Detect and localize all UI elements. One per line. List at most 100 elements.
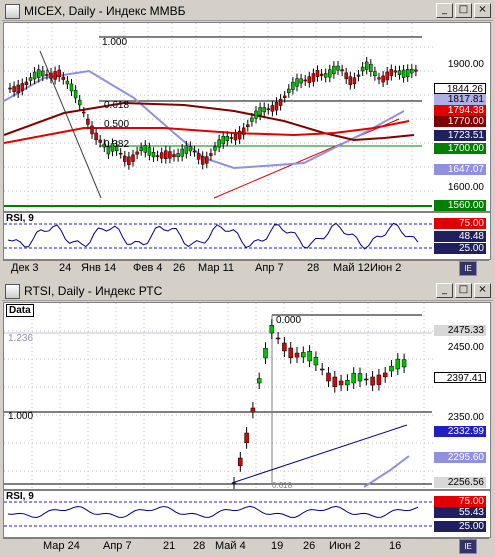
candle-body — [307, 76, 312, 83]
close-button[interactable]: × — [474, 3, 491, 18]
rtsi-price-plot[interactable]: Data 1.236 1.000 0.000 0.618 2475.33 245… — [3, 302, 491, 490]
candle-body — [8, 87, 12, 90]
candle-body — [256, 378, 262, 384]
rtsi-rsi-title: RSI, 9 — [6, 491, 34, 502]
candle-body — [315, 70, 320, 77]
price-label-current: 2397.41 — [434, 372, 486, 384]
candle-body — [336, 65, 340, 71]
candle-body — [401, 69, 406, 78]
trend-line — [231, 424, 408, 484]
fib-label-0618: 0.618 — [272, 481, 293, 490]
candle-body — [231, 482, 237, 485]
micex-rsi-chart — [4, 222, 432, 250]
candle-body — [352, 77, 357, 85]
chart-window-icon — [5, 3, 20, 19]
xtick: Янв 14 — [81, 262, 117, 274]
candle-body — [364, 61, 369, 70]
candle-body — [36, 69, 41, 78]
fib-label-1000: 1.000 — [8, 411, 34, 422]
candle-body — [73, 89, 78, 99]
candle-body — [200, 156, 205, 165]
candle-body — [250, 117, 254, 122]
candle-body — [414, 69, 418, 72]
minimize-button[interactable]: _ — [436, 283, 453, 298]
candle-body — [377, 77, 381, 80]
candle-body — [229, 137, 234, 139]
xtick: Апр 7 — [255, 262, 284, 274]
candle-body — [135, 151, 139, 155]
micex-titlebar[interactable]: MICEX, Daily - Индекс ММВБ _ □ × — [2, 2, 493, 21]
rtsi-rsi-plot[interactable]: RSI, 9 75.00 55.43 25.00 — [3, 490, 491, 538]
candle-body — [147, 147, 152, 156]
candle-body — [180, 148, 184, 157]
micex-price-chart — [4, 23, 434, 211]
candle-body — [65, 80, 70, 85]
xtick: 21 — [163, 540, 176, 552]
candle-body — [205, 156, 209, 164]
candle-body — [123, 155, 127, 162]
candle-body — [275, 337, 281, 340]
candle-body — [311, 73, 316, 82]
rtsi-time-axis: Мар 24 Апр 7 21 28 Май 4 19 26 Июн 2 16 … — [3, 538, 489, 554]
candle-body — [360, 66, 365, 72]
candle-body — [278, 98, 283, 106]
micex-rsi-plot[interactable]: RSI, 9 75.00 48.48 25.00 — [3, 212, 491, 260]
price-label-1794: 1794.38 — [434, 105, 486, 116]
candle-body — [389, 69, 394, 76]
candle-body — [225, 135, 230, 141]
candle-body — [250, 407, 256, 413]
candle-body — [338, 380, 344, 386]
candle-body — [82, 111, 86, 114]
close-button[interactable]: × — [474, 283, 491, 298]
xtick: 28 — [193, 540, 206, 552]
trend-line — [213, 118, 400, 199]
candle-body — [319, 368, 325, 371]
candle-body — [376, 374, 382, 385]
micex-price-plot[interactable]: 1.000 0.618 0.500 0.382 1900.00 1844.26 … — [3, 22, 491, 212]
candle-body — [364, 378, 369, 381]
xtick: 19 — [271, 540, 284, 552]
fib-label-1236: 1.236 — [8, 333, 34, 344]
xtick: Фев 4 — [133, 262, 163, 274]
candle-body — [299, 78, 303, 84]
candle-body — [192, 150, 197, 153]
candle-body — [288, 347, 293, 358]
candle-body — [20, 83, 25, 91]
rtsi-rsi-chart — [4, 501, 432, 527]
price-label-1647: 1647.07 — [434, 164, 486, 175]
rtsi-window: RTSI, Daily - Индекс РТС _ □ × Data 1.23… — [0, 280, 495, 557]
price-label-2475: 2475.33 — [434, 325, 486, 336]
minimize-button[interactable]: _ — [436, 3, 453, 18]
candle-body — [291, 81, 295, 90]
candle-body — [94, 132, 98, 141]
candle-body — [258, 107, 262, 116]
candle-body — [45, 74, 49, 76]
rsi-25-label: 25.00 — [434, 521, 486, 532]
candle-body — [69, 83, 74, 92]
candle-body — [348, 76, 353, 85]
maximize-button[interactable]: □ — [455, 283, 472, 298]
candle-body — [41, 70, 45, 77]
xtick: 28 — [307, 262, 320, 274]
chart-settings-icon[interactable]: IE — [459, 261, 477, 276]
candle-body — [266, 108, 271, 110]
maximize-button[interactable]: □ — [455, 3, 472, 18]
candle-body — [28, 77, 33, 81]
fib-label-0382: 0.382 — [104, 139, 130, 150]
candle-body — [357, 373, 363, 382]
rsi-current-label: 55.43 — [434, 507, 486, 518]
candle-body — [164, 150, 168, 159]
candle-body — [61, 76, 66, 80]
candle-body — [12, 86, 16, 92]
price-label-2450: 2450.00 — [447, 342, 484, 353]
rtsi-price-chart — [4, 303, 434, 489]
candle-body — [410, 68, 414, 74]
rtsi-titlebar[interactable]: RTSI, Daily - Индекс РТС _ □ × — [2, 282, 493, 301]
candle-body — [221, 135, 225, 145]
candle-body — [172, 154, 176, 157]
candle-body — [397, 70, 402, 75]
candle-body — [238, 457, 243, 467]
chart-settings-icon[interactable]: IE — [459, 539, 477, 554]
candle-body — [393, 70, 398, 73]
candle-body — [269, 325, 275, 334]
